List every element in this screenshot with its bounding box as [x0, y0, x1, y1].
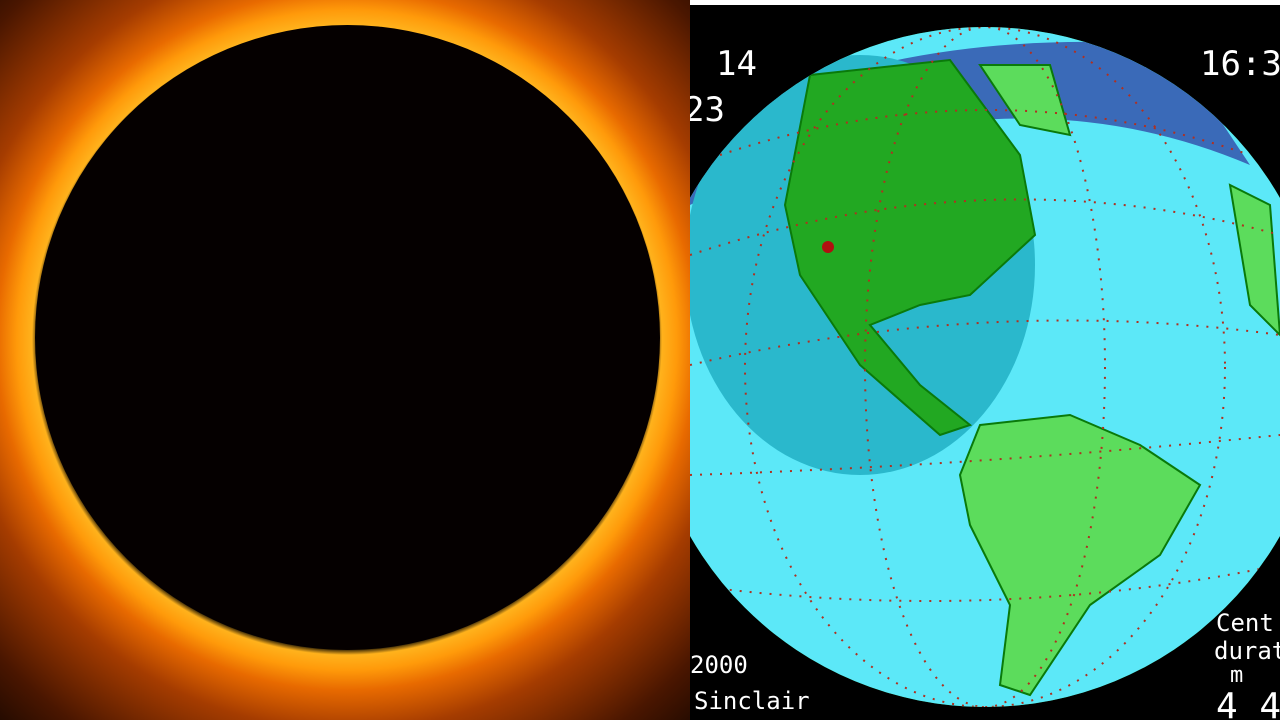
credit-year: 2000: [690, 651, 748, 679]
label-line1: Cent: [1216, 609, 1274, 637]
globe: [690, 27, 1280, 707]
location-marker: [822, 241, 834, 253]
moon-disk: [35, 25, 660, 650]
eclipse-photo: [0, 0, 690, 720]
credit-name: Sinclair: [694, 687, 810, 715]
time-text: 16:3: [1200, 44, 1280, 84]
date-text: 14: [716, 44, 757, 84]
duration-value: 4 4: [1216, 686, 1280, 720]
eclipse-map: 14 23 16:3 2000 Sinclair Cent durat m 4 …: [690, 0, 1280, 720]
year-text: 23: [690, 90, 725, 130]
label-line2: durat: [1214, 637, 1280, 665]
label-line3: m: [1230, 663, 1244, 688]
